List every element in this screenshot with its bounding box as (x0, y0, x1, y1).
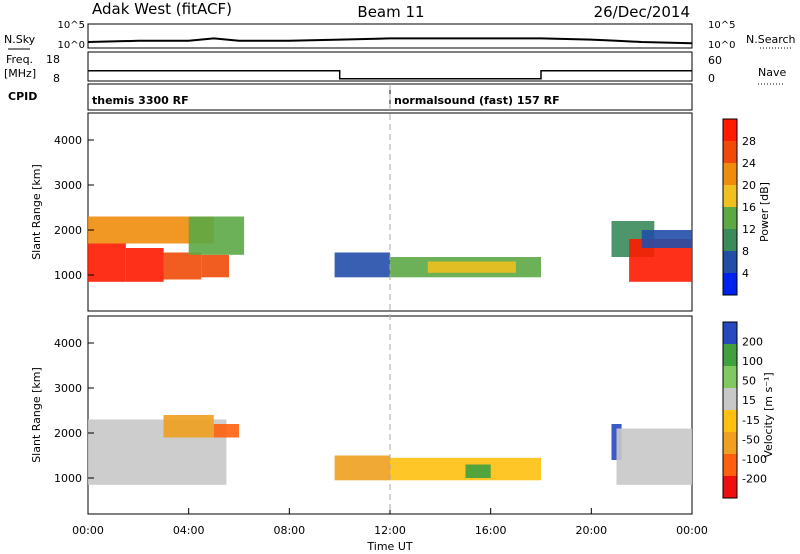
ytick-label: 3000 (54, 382, 82, 395)
freq-frame (87, 51, 693, 82)
colorbar-tick: 4 (742, 267, 749, 280)
scatter-region (88, 243, 126, 282)
colorbar-tick: 20 (742, 179, 756, 192)
time-axis-label: Time UT (366, 540, 412, 553)
colorbar-tick: -50 (742, 433, 760, 446)
colorbar-segment (723, 207, 737, 229)
velocity-ylabel: Slant Range [km] (30, 367, 43, 463)
scatter-region (334, 252, 390, 278)
ytick-label: 1000 (54, 472, 82, 485)
freq-tick-top: 18 (46, 53, 60, 66)
power-frame (87, 112, 693, 312)
xtick-label: 08:00 (273, 524, 305, 537)
ytick-label: 4000 (54, 134, 82, 147)
colorbar-tick: -200 (742, 472, 767, 485)
colorbar-frame (722, 321, 738, 499)
nsky-label: N.Sky (4, 33, 36, 46)
scatter-region (188, 216, 245, 255)
nsky-tick-bottom: 10^0 (58, 40, 85, 51)
nave-tick-bottom: 0 (708, 72, 715, 85)
colorbar-tick: 24 (742, 157, 756, 170)
scatter-region (163, 252, 202, 280)
colorbar-segment (723, 344, 737, 366)
colorbar-segment (723, 476, 737, 498)
colorbar-segment (723, 229, 737, 251)
scatter-region (201, 254, 229, 278)
xtick-label: 00:00 (676, 524, 708, 537)
power-cbar-label: Power [dB] (758, 182, 771, 242)
scatter-region (213, 424, 239, 438)
velocity-panel: 1000 2000 3000 4000 Slant Range [km] 200 100… (30, 315, 775, 553)
nave-tick-top: 60 (708, 54, 722, 67)
velocity-cbar-label: Velocity [m s⁻¹] (762, 372, 775, 457)
colorbar-tick: 100 (742, 355, 763, 368)
xtick-label: 16:00 (475, 524, 507, 537)
colorbar-tick: 16 (742, 201, 756, 214)
nsearch-tick-top: 10^5 (708, 20, 735, 31)
colorbar-segment (723, 454, 737, 476)
power-panel: 1000 2000 3000 4000 Slant Range [km] 28 24 20… (30, 112, 771, 312)
colorbar-tick: 15 (742, 394, 756, 407)
colorbar-segment (723, 388, 737, 410)
colorbar-tick: 50 (742, 375, 756, 388)
scatter-region (616, 428, 692, 485)
ytick-label: 1000 (54, 269, 82, 282)
colorbar-tick: 8 (742, 245, 749, 258)
cpid-mode-label: normalsound (fast) 157 RF (394, 94, 560, 107)
cpid-panel: CPID themis 3300 RF normalsound (fast) 15… (8, 83, 693, 111)
beam-title: Beam 11 (357, 3, 424, 21)
freq-tick-bottom: 8 (53, 72, 60, 85)
nsky-panel: 10^5 10^0 10^5 10^0 N.Sky N.Search (4, 20, 796, 51)
nave-label: Nave (758, 66, 786, 79)
power-ylabel: Slant Range [km] (30, 164, 43, 260)
colorbar-segment (723, 432, 737, 454)
nsearch-label: N.Search (746, 33, 796, 46)
nsearch-tick-bottom: 10^0 (708, 40, 735, 51)
colorbar-segment (723, 366, 737, 388)
scatter-region (334, 455, 390, 481)
colorbar-tick: 12 (742, 223, 756, 236)
ytick-label: 2000 (54, 427, 82, 440)
nsky-line (87, 37, 693, 45)
scatter-region (125, 248, 164, 282)
scatter-region (641, 230, 692, 248)
ytick-label: 2000 (54, 224, 82, 237)
freq-unit: [MHz] (4, 67, 36, 80)
nsky-frame (87, 23, 693, 49)
scatter-region (465, 464, 491, 478)
xtick-label: 00:00 (72, 524, 104, 537)
colorbar-segment (723, 163, 737, 185)
colorbar-segment (723, 273, 737, 295)
xtick-label: 04:00 (173, 524, 205, 537)
colorbar-segment (723, 119, 737, 141)
xtick-label: 12:00 (374, 524, 406, 537)
colorbar-tick: -100 (742, 453, 767, 466)
colorbar-segment (723, 141, 737, 163)
ytick-label: 3000 (54, 179, 82, 192)
xtick-label: 20:00 (575, 524, 607, 537)
cpid-mode-label: themis 3300 RF (92, 94, 189, 107)
cpid-label: CPID (8, 90, 37, 103)
colorbar-segment (723, 251, 737, 273)
colorbar-tick: -15 (742, 414, 760, 427)
scatter-region (163, 415, 214, 438)
station-title: Adak West (fitACF) (92, 0, 232, 18)
date-title: 26/Dec/2014 (594, 3, 690, 21)
freq-label: Freq. (6, 53, 33, 66)
ytick-label: 4000 (54, 337, 82, 350)
colorbar-segment (723, 185, 737, 207)
nsky-tick-top: 10^5 (58, 20, 85, 31)
freq-panel: 18 8 60 0 Freq. [MHz] Nave (4, 51, 786, 85)
colorbar-tick: 200 (742, 336, 763, 349)
colorbar-frame (722, 118, 738, 296)
scatter-region (427, 261, 516, 273)
freq-line (88, 70, 692, 80)
colorbar-segment (723, 322, 737, 344)
colorbar-tick: 28 (742, 135, 756, 148)
colorbar-segment (723, 410, 737, 432)
